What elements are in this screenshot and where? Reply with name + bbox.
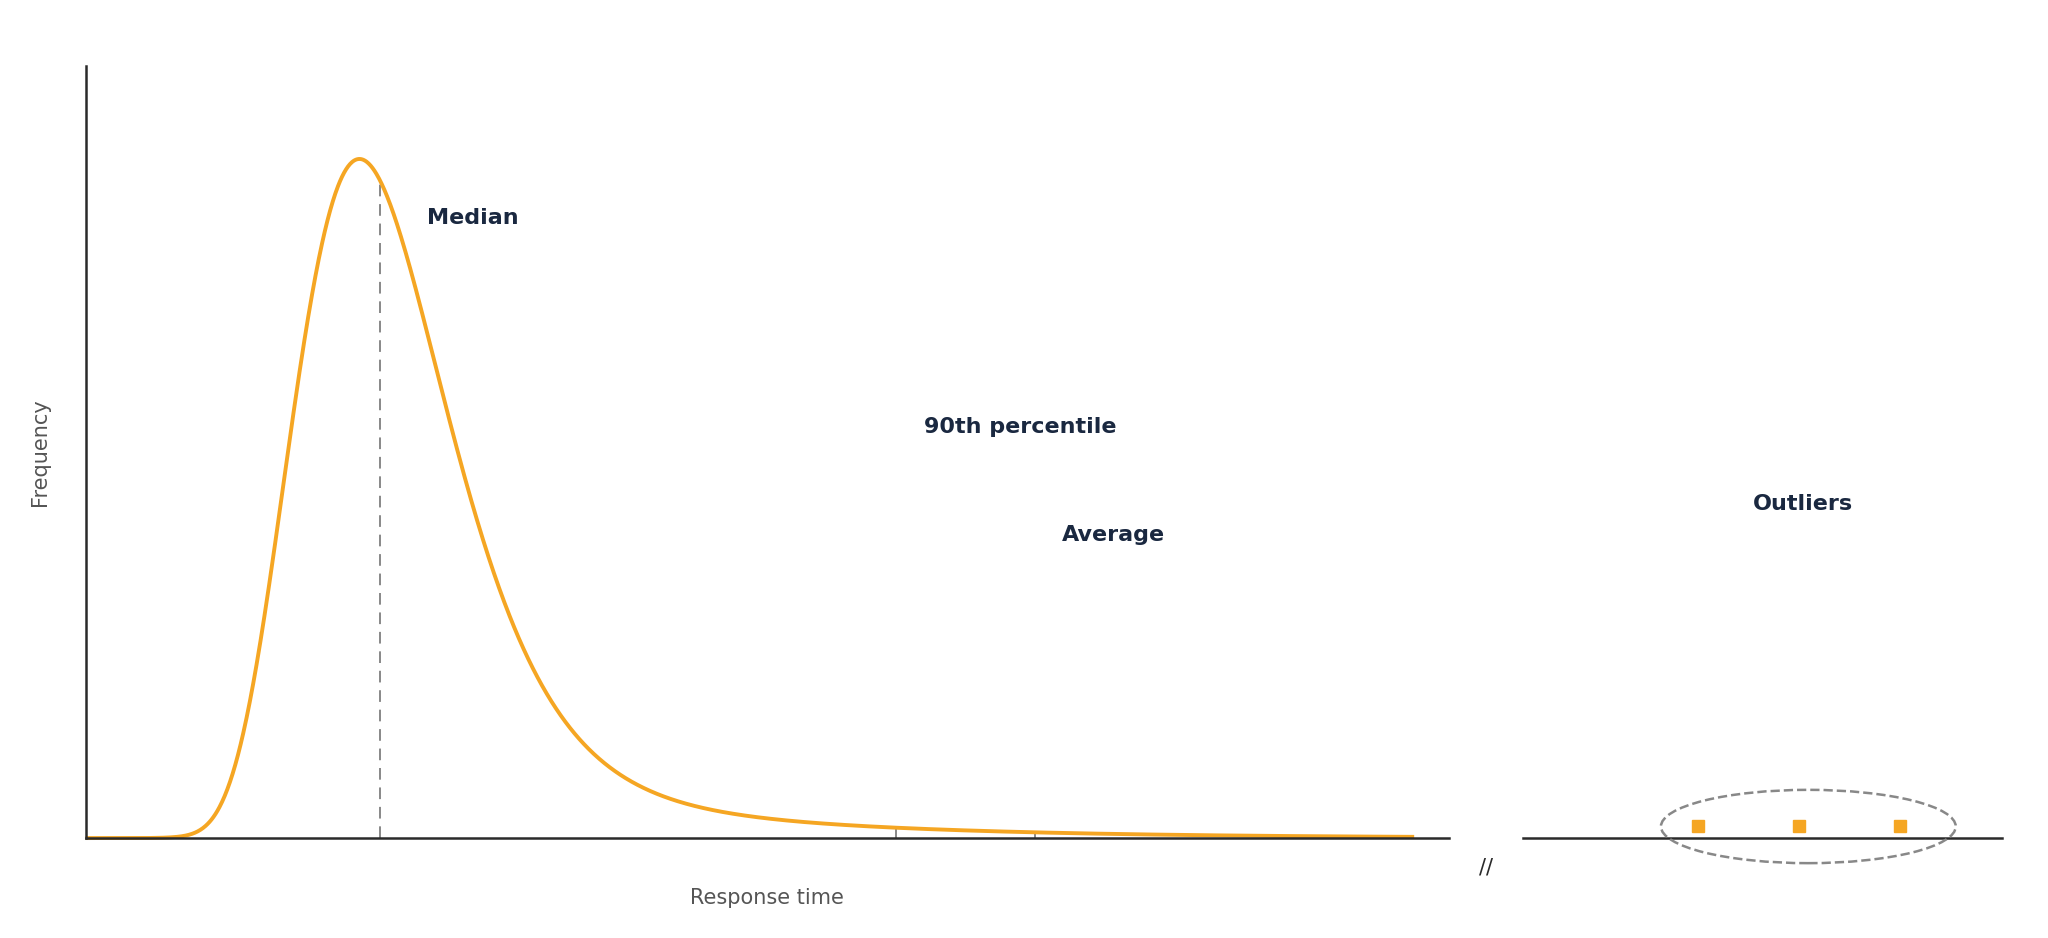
Text: 90th percentile: 90th percentile — [924, 416, 1116, 437]
Text: Average: Average — [1063, 525, 1165, 545]
Text: //: // — [1479, 857, 1493, 877]
Text: Frequency: Frequency — [29, 399, 49, 507]
Text: Outliers: Outliers — [1753, 494, 1853, 514]
Text: Median: Median — [426, 208, 518, 229]
Text: Response time: Response time — [690, 888, 844, 908]
